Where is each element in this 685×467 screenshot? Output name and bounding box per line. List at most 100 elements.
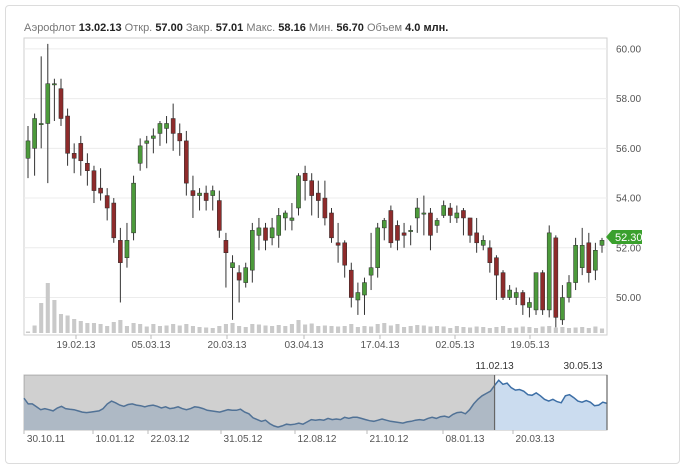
candle[interactable] xyxy=(25,125,31,179)
candle[interactable] xyxy=(362,277,367,315)
candle[interactable] xyxy=(71,143,77,174)
candle[interactable] xyxy=(527,297,532,318)
candle[interactable] xyxy=(65,108,70,166)
candle[interactable] xyxy=(322,180,328,226)
candle[interactable] xyxy=(566,275,572,303)
candle[interactable] xyxy=(408,225,413,246)
candle[interactable] xyxy=(414,198,420,233)
candle[interactable] xyxy=(573,237,578,291)
candle[interactable] xyxy=(32,113,37,176)
candle[interactable] xyxy=(85,153,90,186)
candle[interactable] xyxy=(164,116,169,144)
candle[interactable] xyxy=(184,130,189,196)
volume-bar xyxy=(164,325,169,333)
candle[interactable] xyxy=(335,222,341,263)
candle[interactable] xyxy=(170,103,176,151)
candle[interactable] xyxy=(58,78,64,126)
candle[interactable] xyxy=(78,135,84,176)
candle[interactable] xyxy=(131,175,136,241)
candle[interactable] xyxy=(454,205,460,223)
candle[interactable] xyxy=(276,208,282,248)
candle[interactable] xyxy=(217,190,222,238)
candle[interactable] xyxy=(52,78,57,121)
candle[interactable] xyxy=(283,210,288,231)
candle[interactable] xyxy=(316,180,321,218)
candle[interactable] xyxy=(401,222,407,248)
candle[interactable] xyxy=(144,135,150,169)
candle[interactable] xyxy=(151,128,156,154)
candle[interactable] xyxy=(421,195,427,236)
range-navigator[interactable]: 11.02.13 30.05.13 30.10.11 10.01.12 22.03.12… xyxy=(23,361,608,445)
candle[interactable] xyxy=(111,198,117,243)
candle[interactable] xyxy=(269,217,275,246)
candle[interactable] xyxy=(494,255,499,300)
candle[interactable] xyxy=(197,188,202,211)
candle[interactable] xyxy=(540,270,545,315)
volume-bar xyxy=(204,327,209,333)
candle[interactable] xyxy=(223,232,229,288)
candle[interactable] xyxy=(157,120,163,146)
volume-bar xyxy=(540,326,545,333)
candle[interactable] xyxy=(355,282,361,315)
navigator-tick-label: 10.01.12 xyxy=(96,434,135,445)
candle[interactable] xyxy=(487,240,493,273)
candle[interactable] xyxy=(177,123,183,156)
candle[interactable] xyxy=(441,200,446,218)
candle[interactable] xyxy=(381,217,387,241)
candle[interactable] xyxy=(388,205,394,248)
candle[interactable] xyxy=(243,262,249,288)
candle[interactable] xyxy=(500,270,506,300)
candle[interactable] xyxy=(434,217,440,233)
candle[interactable] xyxy=(513,287,519,305)
candle[interactable] xyxy=(467,217,473,243)
candle[interactable] xyxy=(45,43,51,184)
candle[interactable] xyxy=(560,285,565,325)
candle[interactable] xyxy=(375,222,380,278)
candle[interactable] xyxy=(236,265,242,303)
navigator-tick-label: 20.03.13 xyxy=(516,434,555,445)
candle[interactable] xyxy=(447,203,453,223)
candle[interactable] xyxy=(461,208,466,236)
candle[interactable] xyxy=(520,290,526,315)
candle[interactable] xyxy=(289,203,295,231)
candle[interactable] xyxy=(98,168,103,201)
volume-bar xyxy=(355,327,360,333)
low-value: 56.70 xyxy=(336,22,364,34)
candle[interactable] xyxy=(137,138,143,171)
candle[interactable] xyxy=(553,235,559,328)
candle[interactable] xyxy=(210,185,216,211)
candle[interactable] xyxy=(342,240,347,278)
candle[interactable] xyxy=(256,217,262,251)
candle[interactable] xyxy=(250,222,255,283)
candle[interactable] xyxy=(91,165,97,204)
candle[interactable] xyxy=(263,222,268,251)
candle[interactable] xyxy=(329,208,334,243)
candle[interactable] xyxy=(474,217,479,253)
candle[interactable] xyxy=(302,165,308,201)
volume-bar xyxy=(395,324,400,333)
volume-bar xyxy=(230,323,235,333)
candle[interactable] xyxy=(230,255,235,320)
candle[interactable] xyxy=(124,222,130,268)
candle[interactable] xyxy=(395,220,400,251)
candle[interactable] xyxy=(599,237,605,253)
candle[interactable] xyxy=(593,242,598,281)
candle[interactable] xyxy=(546,225,552,318)
candle[interactable] xyxy=(190,175,196,218)
candle[interactable] xyxy=(480,235,486,251)
candle[interactable] xyxy=(507,285,512,300)
candle[interactable] xyxy=(38,56,44,149)
candle[interactable] xyxy=(579,227,585,276)
candle[interactable] xyxy=(348,262,354,308)
volume-bar xyxy=(58,314,64,333)
candle[interactable] xyxy=(586,232,592,283)
candle[interactable] xyxy=(118,227,123,303)
candle[interactable] xyxy=(296,173,301,216)
candle[interactable] xyxy=(309,173,314,216)
candle[interactable] xyxy=(533,272,539,315)
candle[interactable] xyxy=(104,188,110,221)
candle[interactable] xyxy=(428,208,433,251)
candle[interactable] xyxy=(368,232,374,291)
candle[interactable] xyxy=(203,185,209,211)
